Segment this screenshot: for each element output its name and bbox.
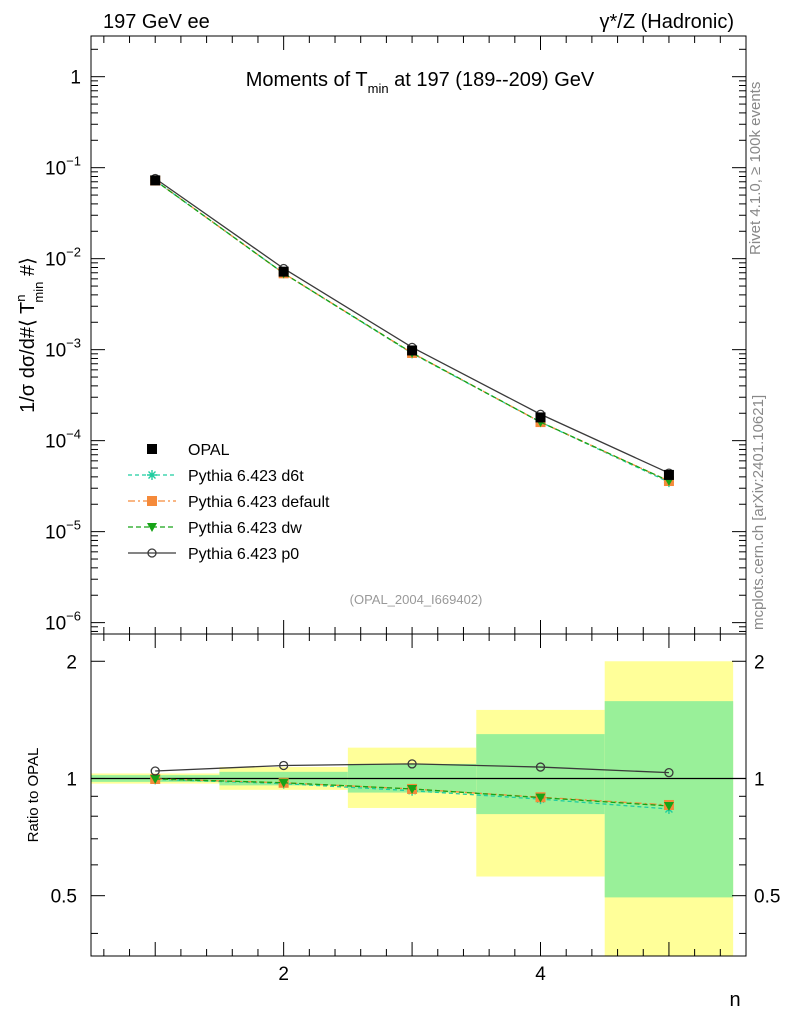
legend-marker	[147, 548, 157, 558]
ratio-ylabel: Ratio to OPAL	[25, 748, 42, 843]
main-ytick-exp: −3	[66, 336, 81, 351]
main-ytick-label: 10−2	[45, 245, 81, 271]
legend-label: Pythia 6.423 d6t	[188, 468, 304, 485]
legend-entry: Pythia 6.423 d6t	[128, 468, 304, 485]
main-ytick-exp: −6	[66, 609, 81, 624]
main-ytick-base: 10	[45, 159, 66, 180]
legend-marker	[147, 444, 157, 454]
ratio-series-line	[155, 778, 669, 810]
ratio-ytick-label-right: 1	[754, 769, 765, 790]
main-series-line	[154, 180, 670, 483]
legend-entry: Pythia 6.423 p0	[128, 546, 299, 563]
main-ytick-base: 10	[45, 614, 66, 635]
main-series-opal	[150, 175, 674, 480]
main-ytick-exp: −5	[66, 518, 81, 533]
main-ytick-base: 10	[45, 341, 66, 362]
legend-label: Pythia 6.423 p0	[188, 546, 299, 563]
ratio-xtick-label: 4	[535, 964, 546, 985]
legend-entry: Pythia 6.423 default	[128, 494, 330, 511]
mcplots-label: mcplots.cern.ch [arXiv:2401.10621]	[750, 395, 767, 630]
ratio-data-point	[407, 759, 417, 769]
legend-label: Pythia 6.423 dw	[188, 520, 302, 537]
ratio-band-inner	[604, 701, 734, 898]
ratio-data-point	[150, 774, 161, 784]
legend-entry: Pythia 6.423 dw	[128, 520, 302, 537]
ratio-series-pythia-6-423-p0	[150, 759, 674, 778]
main-data-point	[535, 412, 546, 423]
ratio-panel: 0.5 0.5 1 1 2 2 2 4 Ratio to OPAL n	[25, 633, 780, 1011]
main-ytick-label: 10−6	[45, 609, 81, 635]
main-series-line	[154, 177, 670, 474]
main-ytick-base: 10	[45, 523, 66, 544]
legend-entry: OPAL	[147, 442, 230, 459]
main-ytick-exp: −1	[66, 154, 81, 169]
legend-label: OPAL	[188, 442, 230, 459]
main-ytick-label: 1	[70, 68, 81, 89]
main-ytick-label: 10−1	[45, 154, 81, 180]
ratio-data-point	[278, 778, 289, 788]
legend-label: Pythia 6.423 default	[188, 494, 330, 511]
ratio-data-point	[535, 793, 546, 803]
legend-marker	[147, 523, 157, 532]
main-series-pythia-6-423-p0	[150, 173, 674, 478]
main-ylabel: 1/σ dσ/d#⟨ Tn min #⟩	[13, 257, 46, 413]
header-right: γ*/Z (Hadronic)	[600, 11, 734, 33]
x-axis-label: n	[729, 989, 740, 1011]
ratio-series-line	[155, 763, 669, 774]
analysis-watermark: (OPAL_2004_I669402)	[350, 592, 483, 607]
ratio-data-point	[663, 801, 674, 811]
ratio-frame	[90, 633, 747, 957]
main-series-line	[154, 180, 670, 482]
legend-marker	[147, 496, 157, 506]
main-ytick-base: 1	[70, 68, 81, 89]
main-data-point	[663, 469, 674, 480]
main-ytick-label: 10−5	[45, 518, 81, 544]
ratio-xtick-label: 2	[278, 964, 289, 985]
main-ytick-base: 10	[45, 432, 66, 453]
main-title: Moments of Tmin at 197 (189--209) GeV	[246, 69, 595, 96]
main-series-pythia-6-423-d6t	[150, 175, 674, 488]
rivet-label: Rivet 4.1.0, ≥ 100k events	[747, 82, 764, 255]
ratio-ytick-label: 2	[66, 652, 77, 673]
legend-marker	[147, 470, 157, 480]
main-ytick-exp: −4	[66, 427, 81, 442]
ratio-ytick-label-right: 0.5	[754, 887, 780, 908]
main-frame	[90, 35, 747, 635]
ratio-data-point	[664, 768, 674, 778]
main-ytick-label: 10−3	[45, 336, 81, 362]
main-ytick-base: 10	[45, 250, 66, 271]
ratio-ytick-label: 1	[66, 769, 77, 790]
main-data-point	[407, 345, 418, 356]
main-data-point	[150, 175, 161, 186]
header-left: 197 GeV ee	[103, 11, 210, 33]
legend: OPAL Pythia 6.423 d6t Pythia 6.423 default…	[128, 442, 330, 563]
main-ytick-label: 10−4	[45, 427, 81, 453]
ratio-data-point	[535, 762, 546, 772]
main-data-point	[278, 266, 289, 277]
ratio-ytick-label: 0.5	[51, 887, 77, 908]
main-panel: 10−610−510−410−310−210−11 Moments of Tmi…	[13, 35, 747, 635]
main-series-line	[154, 180, 670, 482]
ratio-data-point	[407, 784, 418, 794]
ratio-ytick-label-right: 2	[754, 652, 765, 673]
ratio-data-point	[150, 766, 160, 776]
ratio-series-pythia-6-423-dw	[150, 774, 674, 811]
ratio-data-point	[278, 760, 289, 771]
main-ytick-exp: −2	[66, 245, 81, 260]
